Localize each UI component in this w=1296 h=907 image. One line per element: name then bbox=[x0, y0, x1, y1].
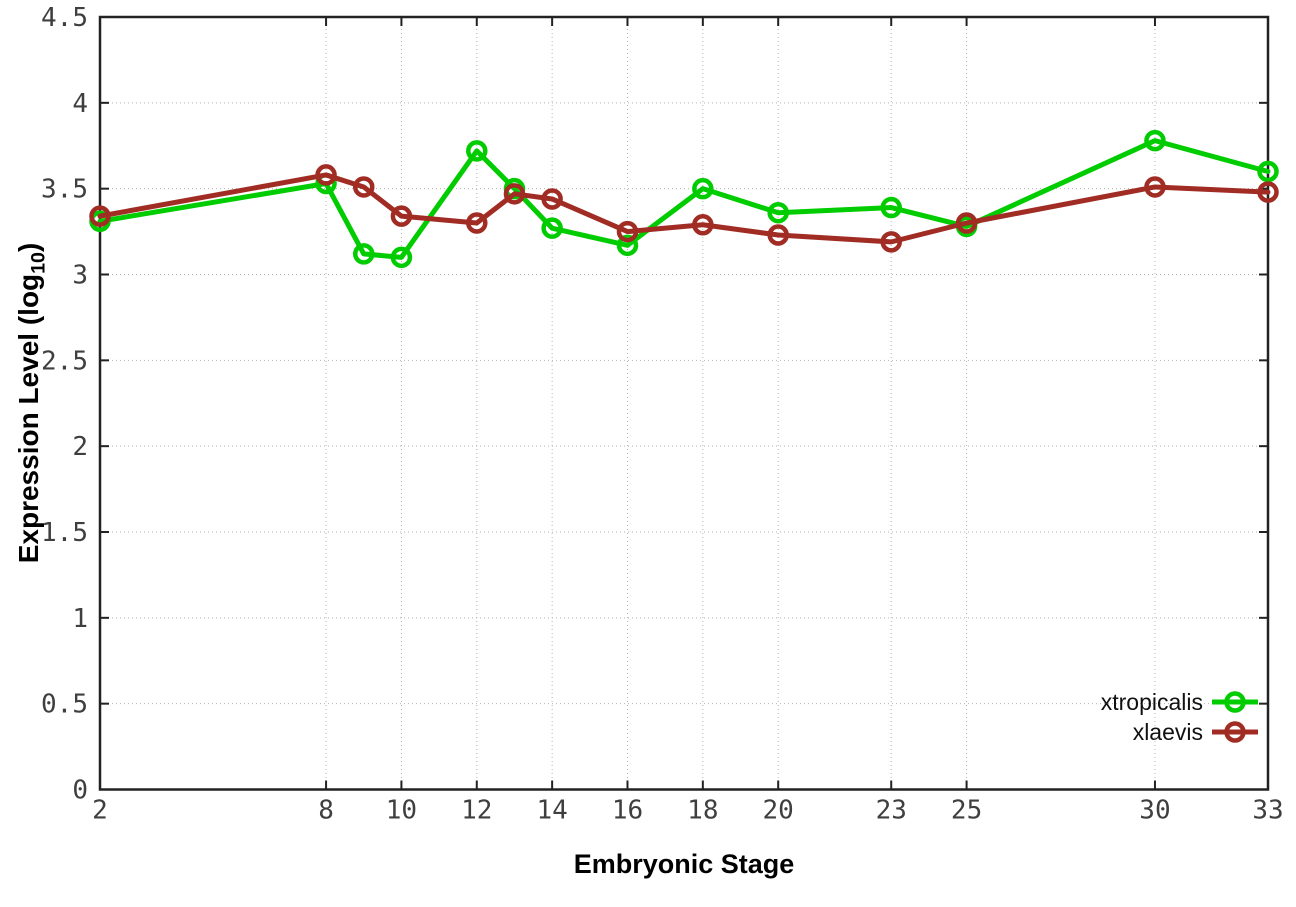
data-point-xtropicalis-30 bbox=[1144, 129, 1166, 152]
y-tick-label-3: 3 bbox=[72, 261, 88, 291]
y-axis-title-subscript: 10 bbox=[27, 252, 50, 274]
data-point-xlaevis-33 bbox=[1257, 181, 1279, 203]
y-tick-label-0.5: 0.5 bbox=[41, 690, 88, 720]
legend-marker-xtropicalis bbox=[1212, 691, 1258, 713]
legend-item-xtropicalis: xtropicalis bbox=[1101, 687, 1258, 717]
x-tick-label-30: 30 bbox=[1139, 796, 1170, 826]
y-tick-label-1: 1 bbox=[72, 604, 88, 634]
data-point-xlaevis-18 bbox=[692, 213, 714, 236]
y-tick-label-0: 0 bbox=[72, 776, 88, 806]
data-point-xlaevis-30 bbox=[1144, 176, 1166, 198]
plot-border bbox=[98, 15, 1270, 791]
x-tick-label-18: 18 bbox=[687, 796, 718, 826]
y-axis-title: Expression Level (log10) bbox=[0, 17, 58, 789]
x-tick-label-23: 23 bbox=[876, 796, 907, 826]
x-tick-label-8: 8 bbox=[318, 796, 334, 826]
data-point-xlaevis-9 bbox=[352, 176, 375, 198]
x-tick-label-25: 25 bbox=[951, 796, 982, 826]
legend-label-xlaevis: xlaevis bbox=[1132, 718, 1203, 745]
y-axis-title-close: ) bbox=[13, 242, 44, 253]
data-point-xtropicalis-9 bbox=[352, 243, 375, 265]
x-tick-label-2: 2 bbox=[92, 796, 108, 826]
y-tick-label-1.5: 1.5 bbox=[41, 518, 88, 548]
y-tick-label-4: 4 bbox=[72, 89, 88, 119]
data-point-xlaevis-25 bbox=[955, 212, 978, 234]
y-tick-label-2.5: 2.5 bbox=[41, 346, 88, 376]
y-tick-label-3.5: 3.5 bbox=[41, 175, 88, 205]
y-tick-label-2: 2 bbox=[72, 432, 88, 462]
data-point-xlaevis-10 bbox=[390, 205, 413, 227]
data-point-xlaevis-13 bbox=[503, 183, 526, 205]
x-tick-label-16: 16 bbox=[612, 796, 643, 826]
series-line-xlaevis bbox=[97, 172, 1271, 245]
data-point-xtropicalis-20 bbox=[767, 201, 789, 224]
y-tick-label-4.5: 4.5 bbox=[41, 3, 88, 33]
data-point-xtropicalis-18 bbox=[692, 177, 714, 200]
legend-item-xlaevis: xlaevis bbox=[1101, 717, 1258, 747]
x-tick-label-33: 33 bbox=[1252, 796, 1283, 826]
legend-sample-circle-icon bbox=[1224, 721, 1246, 743]
x-tick-label-10: 10 bbox=[386, 796, 417, 826]
y-axis-title-text: Expression Level (log10) bbox=[13, 242, 50, 564]
legend-sample-circle-icon bbox=[1224, 691, 1246, 713]
legend: xtropicalis xlaevis bbox=[1101, 687, 1258, 747]
data-point-xtropicalis-14 bbox=[541, 217, 563, 239]
x-tick-label-20: 20 bbox=[763, 796, 794, 826]
y-axis-title-main: Expression Level (log bbox=[13, 273, 44, 564]
data-point-xlaevis-2 bbox=[89, 205, 111, 227]
data-point-xtropicalis-16 bbox=[616, 234, 639, 257]
data-point-xlaevis-20 bbox=[767, 224, 789, 246]
data-point-xtropicalis-23 bbox=[880, 196, 902, 219]
x-axis-title: Embryonic Stage bbox=[573, 849, 795, 879]
data-point-xtropicalis-33 bbox=[1257, 160, 1279, 183]
data-point-xlaevis-14 bbox=[541, 188, 563, 210]
data-point-xlaevis-16 bbox=[616, 220, 639, 243]
data-point-xtropicalis-12 bbox=[466, 140, 488, 162]
x-tick-label-14: 14 bbox=[536, 796, 567, 826]
data-point-xlaevis-12 bbox=[466, 212, 488, 234]
data-point-xlaevis-23 bbox=[880, 231, 902, 253]
legend-label-xtropicalis: xtropicalis bbox=[1100, 688, 1203, 715]
legend-marker-xlaevis bbox=[1212, 721, 1258, 743]
x-tick-label-12: 12 bbox=[461, 796, 492, 826]
data-point-xtropicalis-10 bbox=[390, 246, 413, 269]
data-point-xlaevis-8 bbox=[315, 164, 337, 186]
